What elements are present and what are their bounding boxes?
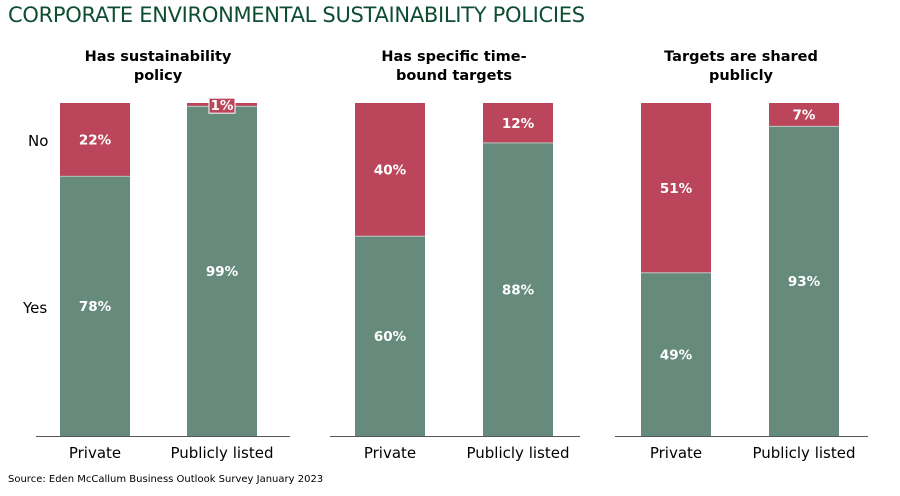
data-label-no-private-panel-1: 22% [79,133,112,149]
category-label-private-panel-2: Private [364,444,416,462]
data-label-yes-private-panel-1: 78% [79,299,112,315]
bar-no-publicly-listed-panel-2 [483,103,553,143]
data-label-no-publicly-listed-panel-3: 7% [793,108,816,124]
panel-1-title-line-2: policy [134,68,183,84]
category-label-publicly-listed-panel-1: Publicly listed [171,444,274,462]
panel-3-title-line-2: publicly [709,68,774,84]
data-label-yes-publicly-listed-panel-1: 99% [206,264,239,280]
data-label-no-private-panel-3: 51% [660,181,693,197]
chart-title: CORPORATE ENVIRONMENTAL SUSTAINABILITY P… [8,3,585,27]
row-label-no: No [28,132,48,150]
panel-2-title-line-2: bound targets [396,68,512,84]
source-note: Source: Eden McCallum Business Outlook S… [8,474,324,485]
bar-yes-private-panel-1 [60,176,130,436]
panel-3-title-line-1: Targets are shared [664,49,818,65]
data-label-no-private-panel-2: 40% [374,163,407,179]
bar-yes-private-panel-3 [641,272,711,436]
bar-no-publicly-listed-panel-3 [769,103,839,127]
bar-yes-private-panel-2 [355,236,425,436]
bar-no-private-panel-2 [355,103,425,237]
data-label-yes-private-panel-3: 49% [660,347,693,363]
data-label-yes-private-panel-2: 60% [374,329,407,345]
bar-yes-publicly-listed-panel-1 [187,106,257,436]
panel-2-title-line-1: Has specific time- [381,49,526,65]
category-label-private-panel-1: Private [69,444,121,462]
bar-yes-publicly-listed-panel-3 [769,126,839,436]
data-label-no-publicly-listed-panel-1: 1% [211,98,234,114]
data-label-no-publicly-listed-panel-2: 12% [502,116,535,132]
bar-yes-publicly-listed-panel-2 [483,142,553,436]
bar-no-private-panel-3 [641,103,711,273]
category-label-publicly-listed-panel-3: Publicly listed [753,444,856,462]
category-label-private-panel-3: Private [650,444,702,462]
data-label-yes-publicly-listed-panel-2: 88% [502,282,535,298]
data-label-box [208,97,236,114]
data-label-yes-publicly-listed-panel-3: 93% [788,274,821,290]
category-label-publicly-listed-panel-2: Publicly listed [467,444,570,462]
panel-1-title-line-1: Has sustainability [85,49,232,65]
row-label-yes: Yes [22,299,47,317]
bar-no-private-panel-1 [60,103,130,177]
